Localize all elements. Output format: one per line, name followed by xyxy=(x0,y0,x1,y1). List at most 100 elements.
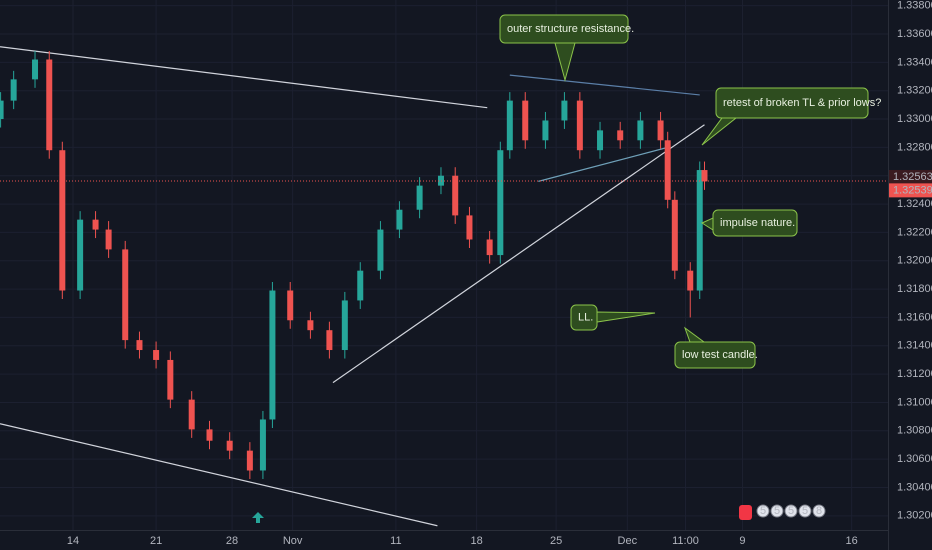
flag-icon xyxy=(739,505,752,520)
y-tick-label: 1.33200 xyxy=(897,85,932,97)
x-tick-label: Dec xyxy=(618,535,638,547)
callout-text: impulse nature. xyxy=(720,217,795,229)
y-tick-label: 1.30400 xyxy=(897,481,932,493)
candle-body xyxy=(32,59,39,80)
price-label: 1.32563 xyxy=(893,171,932,183)
candle-body xyxy=(246,450,253,471)
trendlines xyxy=(0,46,705,527)
candle-body xyxy=(307,320,314,331)
trendline xyxy=(332,124,705,384)
candle-body xyxy=(167,359,174,400)
event-marker xyxy=(756,504,770,518)
x-tick-label: 21 xyxy=(150,535,162,547)
candle-body xyxy=(637,120,644,141)
candle-body xyxy=(466,215,473,240)
x-tick-label: Nov xyxy=(283,535,303,547)
candle-body xyxy=(687,270,694,291)
candles xyxy=(0,51,708,479)
candle-body xyxy=(59,150,66,291)
y-tick-label: 1.31200 xyxy=(897,368,932,380)
callout-box xyxy=(499,14,629,44)
y-tick-label: 1.30800 xyxy=(897,425,932,437)
candle-body xyxy=(226,440,233,451)
trendline xyxy=(538,146,668,182)
candle-body xyxy=(416,185,423,210)
candle-body xyxy=(92,219,99,230)
y-tick-label: 1.31600 xyxy=(897,311,932,323)
y-tick-label: 1.32200 xyxy=(897,226,932,238)
trendline xyxy=(0,46,488,109)
candle-body xyxy=(341,300,348,351)
trendline xyxy=(509,74,700,96)
event-marker xyxy=(784,504,798,518)
candle-body xyxy=(671,199,678,271)
candle-body xyxy=(357,270,364,301)
x-tick-label: 9 xyxy=(739,535,745,547)
y-tick-label: 1.33000 xyxy=(897,113,932,125)
x-tick-label: 16 xyxy=(846,535,858,547)
candle-body xyxy=(326,330,333,351)
candle-body xyxy=(452,175,459,216)
callout-text: LL. xyxy=(578,311,593,323)
y-tick-label: 1.31400 xyxy=(897,340,932,352)
x-tick-label: 18 xyxy=(470,535,482,547)
event-marker-label: 5 xyxy=(788,505,794,517)
candle-body xyxy=(269,290,276,420)
callout-text: outer structure resistance. xyxy=(507,23,634,35)
event-marker xyxy=(798,504,812,518)
price-label-box xyxy=(889,169,932,184)
y-tick-label: 1.32000 xyxy=(897,255,932,267)
price-label-box xyxy=(889,183,932,198)
candle-body xyxy=(657,120,664,141)
candle-body xyxy=(46,59,53,151)
candle-body xyxy=(696,170,703,291)
x-tick-label: 25 xyxy=(550,535,562,547)
event-marker xyxy=(812,504,826,518)
y-tick-label: 1.32400 xyxy=(897,198,932,210)
candle-body xyxy=(542,120,549,141)
event-marker xyxy=(770,504,784,518)
trendline xyxy=(0,423,438,527)
candle-body xyxy=(617,130,624,141)
candle-body xyxy=(0,100,4,120)
y-tick-label: 1.32800 xyxy=(897,141,932,153)
event-marker-label: 8 xyxy=(816,505,822,517)
candle-body xyxy=(576,100,583,151)
candle-body xyxy=(597,130,604,151)
callout-box xyxy=(674,341,756,369)
candle-body xyxy=(153,350,160,360)
y-tick-label: 1.30600 xyxy=(897,453,932,465)
callouts: outer structure resistance. retest of bro… xyxy=(499,14,881,369)
callout-text: low test candle. xyxy=(682,349,758,361)
y-tick-label: 1.31800 xyxy=(897,283,932,295)
candle-body xyxy=(122,249,129,341)
x-tick-label: 14 xyxy=(67,535,79,547)
candle-body xyxy=(287,290,294,321)
event-marker-label: 5 xyxy=(802,505,808,517)
y-tick-label: 1.31000 xyxy=(897,396,932,408)
candle-body xyxy=(377,229,384,271)
candle-body xyxy=(437,175,444,186)
y-tick-label: 1.30200 xyxy=(897,510,932,522)
x-tick-label: 28 xyxy=(226,535,238,547)
candle-body xyxy=(396,209,403,230)
candle-body xyxy=(522,100,529,141)
y-tick-label: 1.33600 xyxy=(897,28,932,40)
candle-body xyxy=(259,419,266,471)
candle-body xyxy=(506,100,513,151)
candle-body xyxy=(77,219,84,291)
candle-body xyxy=(136,340,143,351)
callout-box xyxy=(715,87,869,119)
y-tick-label: 1.33800 xyxy=(897,0,932,12)
candle-body xyxy=(664,140,671,200)
candle-body xyxy=(105,229,112,250)
event-marker-label: 5 xyxy=(774,505,780,517)
x-tick-label: 11 xyxy=(390,535,401,547)
candle-body xyxy=(188,399,195,430)
candle-body xyxy=(486,239,493,256)
x-tick-label: 11:00 xyxy=(672,535,699,547)
candle-body xyxy=(206,429,213,441)
